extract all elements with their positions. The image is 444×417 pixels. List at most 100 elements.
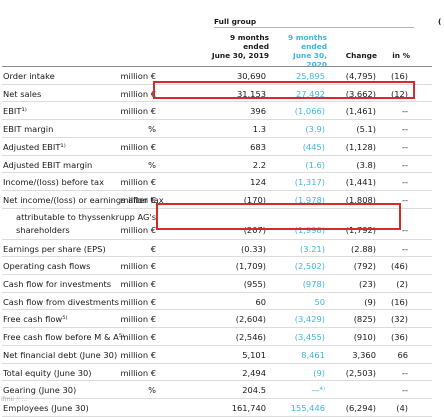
- row-divider: [2, 119, 432, 121]
- value-change: (4,795): [345, 71, 376, 81]
- clipped-header-glyph: (: [438, 17, 442, 26]
- value-2019: 5,101: [242, 349, 266, 360]
- row-divider: [2, 256, 432, 258]
- row-label: Net financial debt (June 30): [3, 349, 118, 360]
- table-row: Adjusted EBIT margin% 2.2 (1.6) (3.8) --: [0, 156, 444, 174]
- row-label: Employees (June 30): [3, 402, 89, 413]
- value-2019: 60: [255, 296, 266, 307]
- value-change: (1,128): [345, 141, 376, 152]
- value-2019: 161,740: [231, 402, 266, 413]
- value-2020: (1,317): [294, 177, 325, 188]
- group-header-rule: [214, 27, 414, 28]
- value-change: (2.88): [351, 243, 376, 254]
- value-2019: 204.5: [242, 385, 266, 396]
- value-change-pct: (46): [390, 261, 408, 272]
- value-2020: (9): [313, 367, 325, 378]
- value-change: (825): [353, 314, 376, 325]
- value-change-pct: (2): [396, 279, 408, 289]
- row-unit: million €: [120, 314, 156, 325]
- row-divider: [2, 83, 432, 85]
- row-divider: [2, 136, 432, 138]
- value-2020: (3.9): [305, 124, 325, 135]
- value-2019: 124: [250, 177, 266, 188]
- table-row: Operating cash flows million € (1,709) (2,5…: [0, 257, 444, 275]
- group-header: Full group: [214, 17, 257, 26]
- table-row: Gearing (June 30)% 204.5 —⁴⁾ --: [0, 381, 444, 399]
- value-2019: 396: [250, 106, 266, 117]
- value-2020: 8,461: [301, 349, 325, 360]
- row-divider: [2, 101, 432, 103]
- table-row: Earnings per share (EPS) € (0.33) (3.21) (2.…: [0, 240, 444, 258]
- table-row: Net sales million € 31,153 27,492 (3,662) (12…: [0, 85, 444, 103]
- table-row: Employees (June 30) 161,740 155,446 (6,294)…: [0, 399, 444, 417]
- value-change-pct: (16): [390, 296, 408, 307]
- value-2020: 25,895: [295, 71, 325, 81]
- value-2019: (1,709): [235, 261, 266, 272]
- row-divider: [2, 380, 432, 382]
- value-change-pct: (16): [390, 71, 408, 81]
- col-9m-2019-header: 9 months ended June 30, 2019: [211, 33, 269, 60]
- value-change: (1,441): [345, 177, 376, 188]
- value-change-pct: --: [402, 124, 408, 135]
- value-change: (9): [364, 296, 376, 307]
- value-change-pct: --: [402, 141, 408, 152]
- table-row: Free cash flow⁵⁾ million € (2,604) (3,429) (…: [0, 310, 444, 328]
- row-label: Adjusted EBIT¹⁾: [3, 141, 66, 152]
- value-change-pct: (36): [390, 332, 408, 343]
- value-change: (3,662): [345, 88, 376, 99]
- row-unit: million €: [120, 106, 156, 117]
- table-row: Cash flow from divestments million € 60 50 (…: [0, 293, 444, 311]
- row-label: Adjusted EBIT margin: [3, 159, 93, 170]
- value-change: (5.1): [356, 124, 376, 135]
- row-unit: million €: [120, 177, 156, 188]
- value-change: 3,360: [352, 349, 376, 360]
- value-2019: 30,690: [236, 71, 266, 81]
- value-2019: 1.3: [252, 124, 266, 135]
- row-divider: [2, 291, 432, 293]
- value-2020: (1,978): [294, 194, 325, 205]
- row-unit: %: [148, 159, 156, 170]
- table-row: Cash flow for investments million € (955) (…: [0, 275, 444, 293]
- highlight-net-income-attributable: [156, 203, 401, 230]
- row-unit: million €: [120, 332, 156, 343]
- cropped-footer-text: ifmii ¹⁾ ...: [1, 396, 28, 403]
- value-2020: —⁴⁾: [311, 385, 325, 396]
- table-row: Free cash flow before M & A⁵⁾ million € (2…: [0, 328, 444, 346]
- value-change-pct: --: [402, 159, 408, 170]
- value-2020: 50: [314, 296, 325, 307]
- value-2019: (170): [243, 194, 266, 205]
- row-unit: million €: [120, 141, 156, 152]
- row-label: Operating cash flows: [3, 261, 91, 272]
- value-change-pct: (12): [390, 88, 408, 99]
- value-change: (3.8): [356, 159, 376, 170]
- row-label: Net sales: [3, 88, 42, 99]
- value-change-pct: --: [402, 177, 408, 188]
- row-divider: [2, 397, 432, 399]
- header-rule: [2, 66, 432, 67]
- row-label: EBIT margin: [3, 124, 54, 135]
- col-change-header: ​​Change: [345, 51, 377, 60]
- value-2019: (2,546): [235, 332, 266, 343]
- row-unit: million €: [120, 224, 156, 235]
- table-row: Net financial debt (June 30) million € 5,1…: [0, 346, 444, 364]
- row-divider: [2, 207, 432, 209]
- row-label: Gearing (June 30): [3, 385, 77, 396]
- row-unit: million €: [120, 296, 156, 307]
- value-2020: (3,455): [294, 332, 325, 343]
- value-2019: 683: [250, 141, 266, 152]
- row-label: Earnings per share (EPS): [3, 243, 106, 254]
- row-divider: [2, 238, 432, 240]
- row-divider: [2, 309, 432, 311]
- row-unit: million €: [120, 71, 156, 81]
- value-change: (23): [358, 279, 376, 289]
- value-change-pct: (32): [390, 314, 408, 325]
- row-divider: [2, 154, 432, 156]
- value-2020: (1.6): [305, 159, 325, 170]
- value-change-pct: --: [402, 106, 408, 117]
- value-change: (1,808): [345, 194, 376, 205]
- value-2019: (2,604): [235, 314, 266, 325]
- value-2020: (1,066): [294, 106, 325, 117]
- value-change-pct: --: [402, 385, 408, 396]
- row-unit: million €: [120, 367, 156, 378]
- table-row: Income/(loss) before tax million € 124 (1,3…: [0, 173, 444, 191]
